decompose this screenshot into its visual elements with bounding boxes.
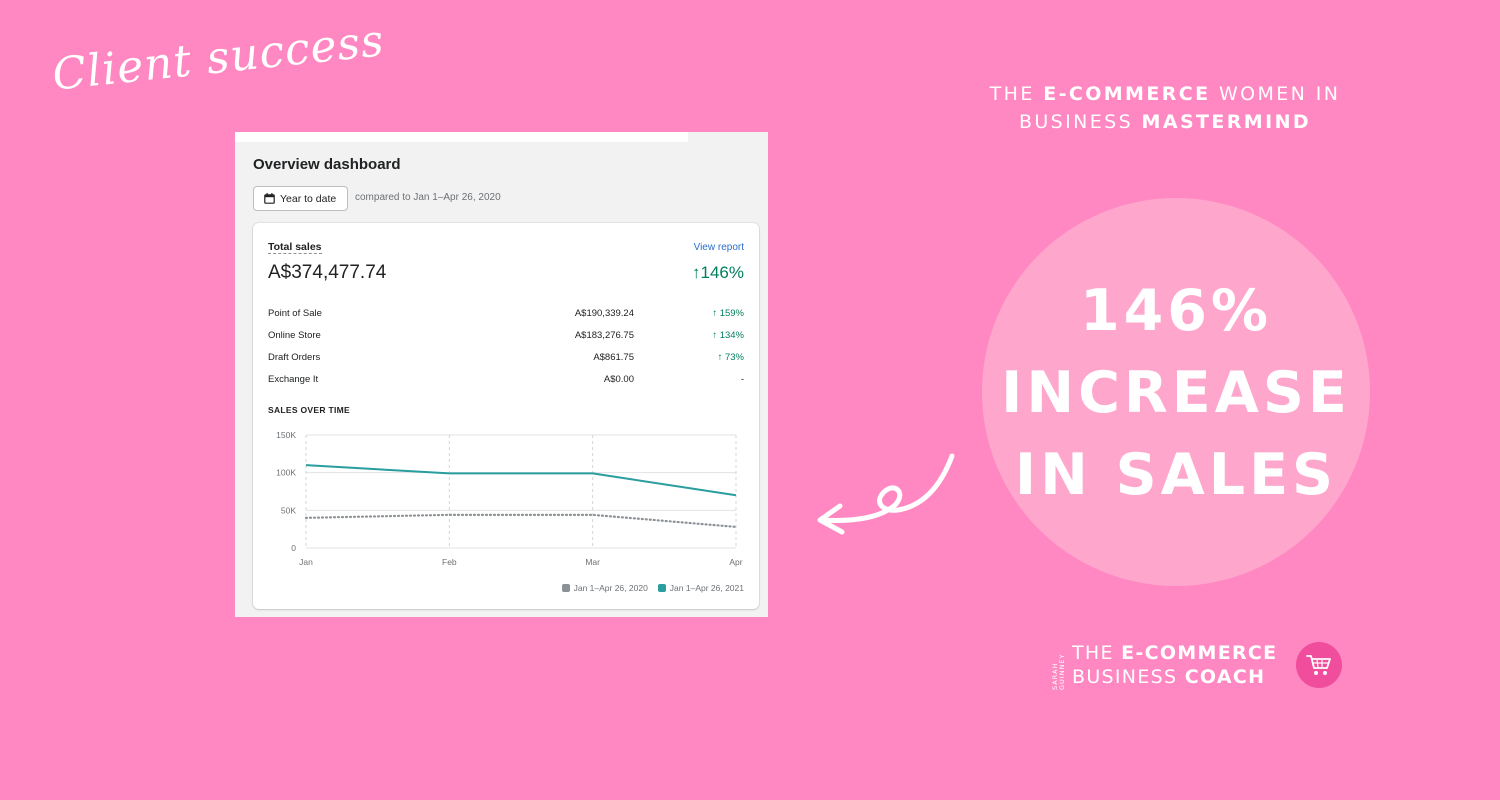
mastermind-line1-post: WOMEN IN: [1210, 83, 1341, 105]
screenshot-top-tab: [688, 132, 768, 142]
breakdown-value: A$861.75: [593, 352, 634, 363]
headline: 146% INCREASE IN SALES: [982, 270, 1370, 516]
view-report-link[interactable]: View report: [693, 242, 744, 253]
breakdown-value: A$183,276.75: [574, 330, 634, 341]
calendar-icon: [264, 193, 275, 204]
y-tick-label: 100K: [276, 468, 296, 478]
headline-line-3: IN SALES: [1014, 442, 1338, 508]
headline-line-1: 146%: [1079, 278, 1273, 344]
y-tick-label: 0: [291, 543, 296, 553]
breakdown-label: Point of Sale: [268, 308, 322, 319]
mastermind-line-1: THE E-COMMERCE WOMEN IN: [980, 80, 1350, 108]
logo-line1-bold: E-COMMERCE: [1121, 642, 1278, 664]
legend-item-2020[interactable]: Jan 1–Apr 26, 2020: [561, 583, 648, 593]
date-range-label: Year to date: [280, 192, 337, 205]
headline-line-2: INCREASE: [1001, 360, 1351, 426]
date-range-button[interactable]: Year to date: [253, 186, 348, 211]
x-tick-label: Feb: [442, 557, 457, 567]
mastermind-line2-pre: BUSINESS: [1018, 111, 1142, 133]
logo-cart-badge: [1296, 642, 1342, 688]
logo-line1-pre: THE: [1072, 642, 1122, 664]
ecommerce-business-coach-logo: SARAH GUINNEY THE E-COMMERCE BUSINESS CO…: [1051, 640, 1352, 692]
mastermind-line-2: BUSINESS MASTERMIND: [980, 108, 1350, 136]
legend-label-2020: Jan 1–Apr 26, 2020: [573, 583, 648, 593]
breakdown-row: Draft Orders A$861.75 ↑ 73%: [268, 352, 744, 372]
breakdown-change: -: [740, 374, 744, 385]
y-tick-label: 50K: [281, 505, 296, 515]
breakdown-change: ↑ 73%: [717, 352, 744, 363]
series-line-1: [305, 464, 737, 497]
breakdown-label: Online Store: [268, 330, 321, 341]
mastermind-title: THE E-COMMERCE WOMEN IN BUSINESS MASTERM…: [980, 80, 1350, 136]
logo-vertical-name: SARAH GUINNEY: [1051, 653, 1066, 690]
logo-line-2: BUSINESS COACH: [1072, 666, 1265, 688]
headline-circle: [982, 198, 1370, 586]
legend-swatch-2021: [657, 584, 666, 592]
x-tick-label: Jan: [299, 557, 313, 567]
breakdown-value: A$190,339.24: [574, 308, 634, 319]
logo-line-1: THE E-COMMERCE: [1072, 642, 1277, 664]
total-sales-card: Total sales View report A$374,477.74 ↑14…: [253, 223, 759, 609]
series-line-0: [304, 513, 738, 529]
mastermind-line2-bold: MASTERMIND: [1141, 111, 1312, 133]
mastermind-line1-pre: THE: [989, 83, 1044, 105]
chart-legend: Jan 1–Apr 26, 2020 Jan 1–Apr 26, 2021: [561, 583, 744, 593]
breakdown-label: Draft Orders: [268, 352, 321, 363]
breakdown-row: Online Store A$183,276.75 ↑ 134%: [268, 330, 744, 350]
logo-line2-bold: COACH: [1184, 666, 1266, 688]
breakdown-change: ↑ 134%: [712, 330, 744, 341]
legend-item-2021[interactable]: Jan 1–Apr 26, 2021: [657, 583, 744, 593]
legend-swatch-2020: [561, 584, 570, 592]
total-sales-change: ↑146%: [692, 263, 744, 282]
y-tick-label: 150K: [276, 430, 296, 440]
shopping-cart-icon: [1306, 655, 1331, 675]
curly-arrow-icon: [817, 453, 955, 535]
breakdown-change: ↑ 159%: [712, 308, 744, 319]
x-tick-label: Apr: [729, 557, 742, 567]
client-success-script-heading: Client success: [50, 15, 387, 101]
x-tick-label: Mar: [585, 557, 600, 567]
sales-over-time-title: SALES OVER TIME: [268, 405, 350, 415]
mastermind-line1-bold: E-COMMERCE: [1043, 83, 1211, 105]
total-sales-value: A$374,477.74: [268, 262, 387, 283]
breakdown-label: Exchange It: [268, 374, 319, 385]
total-sales-label[interactable]: Total sales: [268, 241, 322, 254]
screenshot-top-bar: [235, 132, 768, 142]
dashboard-screenshot: Overview dashboard Year to date compared…: [235, 132, 768, 617]
breakdown-row: Point of Sale A$190,339.24 ↑ 159%: [268, 308, 744, 328]
compared-text: compared to Jan 1–Apr 26, 2020: [355, 192, 501, 203]
legend-label-2021: Jan 1–Apr 26, 2021: [669, 583, 744, 593]
breakdown-row: Exchange It A$0.00 -: [268, 374, 744, 394]
logo-line2-pre: BUSINESS: [1072, 666, 1185, 688]
dashboard-title: Overview dashboard: [253, 156, 401, 173]
breakdown-value: A$0.00: [603, 374, 634, 385]
